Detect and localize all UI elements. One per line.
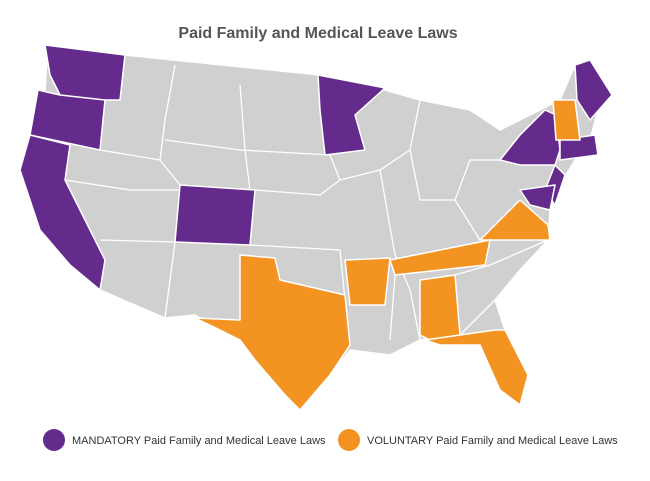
state-md-de [519,184,556,211]
legend-label: MANDATORY Paid Family and Medical Leave … [72,435,326,447]
state-tn [389,239,491,276]
legend: MANDATORY Paid Family and Medical Leave … [43,429,618,451]
map-title: Paid Family and Medical Leave Laws [178,25,457,42]
state-va [479,199,551,241]
mandatory-states [19,44,613,291]
state-me [574,59,613,121]
legend-swatch [43,429,65,451]
state-ca [19,134,106,291]
state-al [419,274,461,341]
state-vt-nh [552,99,581,141]
legend-swatch [338,429,360,451]
state-ma-ct-ri [559,134,599,161]
state-borders [64,54,549,341]
state-tx [194,254,351,411]
legend-label: VOLUNTARY Paid Family and Medical Leave … [367,435,618,447]
us-map [19,44,613,412]
state-mn [317,74,386,156]
state-or [29,89,106,151]
state-fl [424,329,529,406]
state-co [174,184,256,246]
state-ar [344,257,391,306]
voluntary-states [194,99,581,411]
